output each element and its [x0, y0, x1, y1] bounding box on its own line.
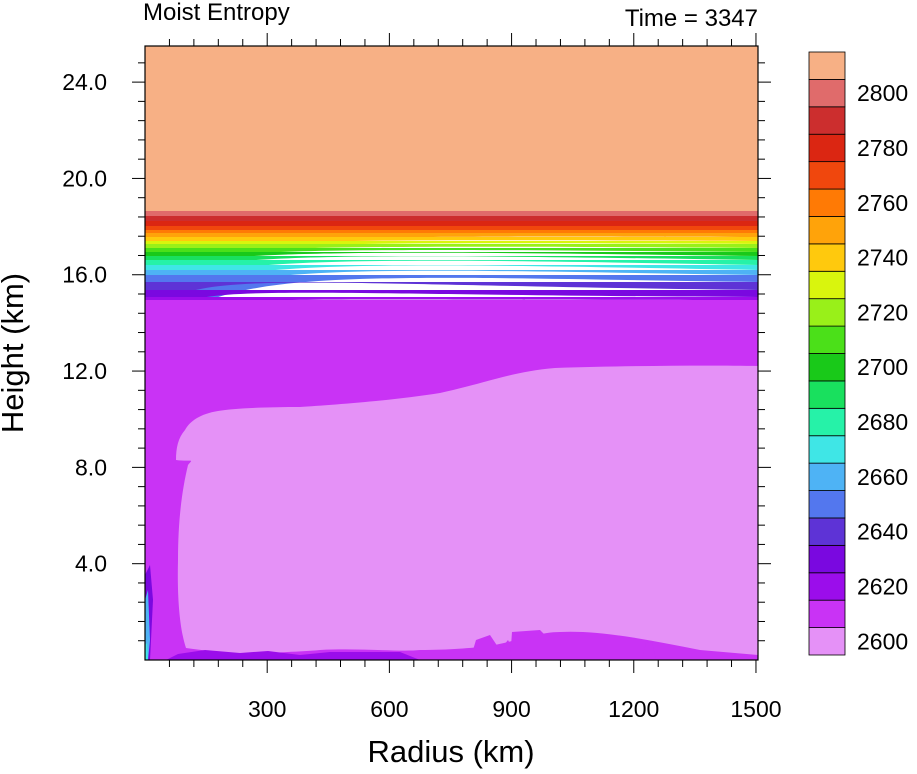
colorbar-swatch: [808, 106, 846, 135]
y-tick-label: 4.0: [75, 551, 107, 577]
contour-band: [145, 46, 758, 211]
colorbar-swatch: [808, 270, 846, 300]
colorbar-swatch: [808, 627, 846, 656]
y-tick-label: 16.0: [62, 262, 107, 288]
colorbar-label: 2720: [857, 299, 908, 325]
contour-band: [145, 216, 758, 225]
contour-band: [145, 260, 758, 302]
axis-tick-labels: 300 600 900 1200 1500 4.0 8.0 12.0 16.0 20.0 24.0: [62, 69, 781, 722]
chart-title-right: Time = 3347: [625, 5, 758, 32]
colorbar-swatch: [808, 599, 846, 628]
colorbar-swatch: [808, 572, 846, 601]
contour-field: [145, 46, 758, 660]
colorbar-label: 2660: [857, 464, 908, 490]
y-tick-label: 20.0: [62, 165, 107, 191]
colorbar-label: 2760: [857, 190, 908, 216]
axis-ticks: [132, 33, 771, 673]
contour-band: [145, 244, 758, 273]
y-tick-label: 12.0: [62, 358, 107, 384]
contour-band: [642, 642, 656, 660]
contour-band: [145, 252, 758, 284]
colorbar-swatch: [808, 435, 846, 464]
x-tick-label: 600: [370, 696, 408, 722]
x-tick-label: 1500: [730, 696, 781, 722]
colorbar-swatch: [808, 161, 846, 190]
colorbar-swatch: [808, 79, 846, 108]
colorbar-swatch: [808, 216, 846, 245]
colorbar-label: 2680: [857, 409, 908, 435]
chart-title-left: Moist Entropy: [143, 0, 290, 26]
x-tick-label: 300: [248, 696, 286, 722]
colorbar-swatch: [808, 133, 846, 163]
contour-band: [145, 237, 758, 263]
colorbar-swatch: [808, 380, 846, 409]
colorbar: 2600 2620 2640 2660 2680 2700 2720 2740 2760 2780…: [808, 51, 908, 656]
colorbar-label: 2800: [857, 80, 908, 106]
contour-band: [145, 241, 758, 268]
colorbar-label: 2600: [857, 628, 908, 654]
contour-band: [145, 590, 150, 660]
colorbar-swatch: [808, 490, 846, 519]
colorbar-swatch: [808, 517, 846, 546]
colorbar-label: 2640: [857, 519, 908, 545]
contour-band: [145, 230, 758, 253]
contour-band: [145, 248, 758, 278]
contour-band: [145, 221, 758, 238]
colorbar-swatch: [808, 407, 846, 437]
contour-band: [176, 365, 758, 655]
y-axis-label: Height (km): [0, 273, 30, 433]
colorbar-swatch: [808, 298, 846, 327]
colorbar-label: 2700: [857, 354, 908, 380]
colorbar-swatch: [808, 188, 846, 217]
x-tick-label: 900: [492, 696, 530, 722]
contour-band: [145, 643, 148, 660]
x-tick-label: 1200: [608, 696, 659, 722]
contour-band: [510, 630, 548, 660]
colorbar-swatch: [808, 544, 846, 574]
colorbar-label: 2620: [857, 573, 908, 599]
x-axis-label: Radius (km): [367, 734, 534, 769]
colorbar-swatch: [808, 243, 846, 272]
colorbar-swatch: [808, 51, 846, 80]
contour-band: [145, 211, 758, 217]
plot-frame: [144, 45, 759, 661]
colorbar-swatch: [808, 353, 846, 382]
contour-band: [470, 635, 518, 660]
contour-band: [145, 233, 758, 258]
colorbar-swatch: [808, 462, 846, 491]
y-tick-label: 8.0: [75, 454, 107, 480]
contour-band: [166, 650, 420, 660]
y-tick-label: 24.0: [62, 69, 107, 95]
colorbar-label: 2780: [857, 135, 908, 161]
contour-band: [145, 256, 758, 292]
colorbar-swatch: [808, 325, 846, 354]
colorbar-label: 2740: [857, 245, 908, 271]
